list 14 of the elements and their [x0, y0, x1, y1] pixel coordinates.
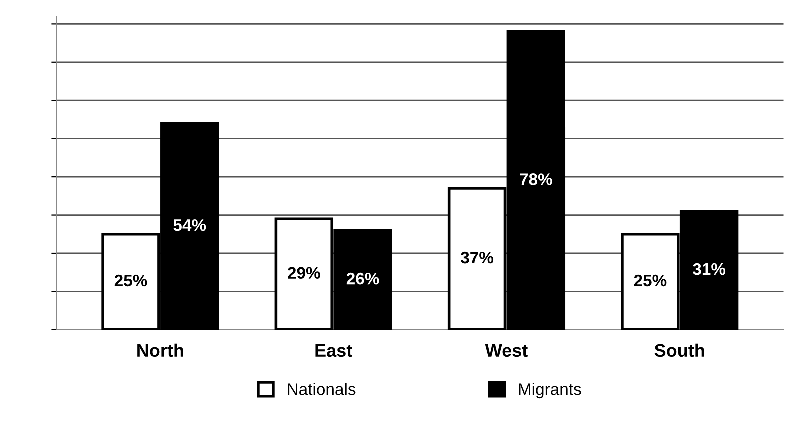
data-label: 26% — [346, 272, 380, 285]
x-tick-label: East — [316, 344, 352, 358]
data-label: 78% — [520, 174, 552, 186]
data-label: 25% — [634, 274, 667, 287]
data-label: 37% — [461, 252, 494, 264]
x-tick-label: West — [485, 344, 528, 358]
legend-label: Migrants — [519, 383, 582, 399]
x-tick-label: North — [138, 344, 184, 358]
legend-label: Nationals — [288, 383, 356, 396]
data-label: 54% — [174, 219, 206, 232]
data-label: 25% — [114, 274, 148, 287]
data-label: 29% — [288, 267, 320, 279]
x-tick-label: South — [654, 344, 704, 358]
data-label: 31% — [693, 263, 726, 276]
